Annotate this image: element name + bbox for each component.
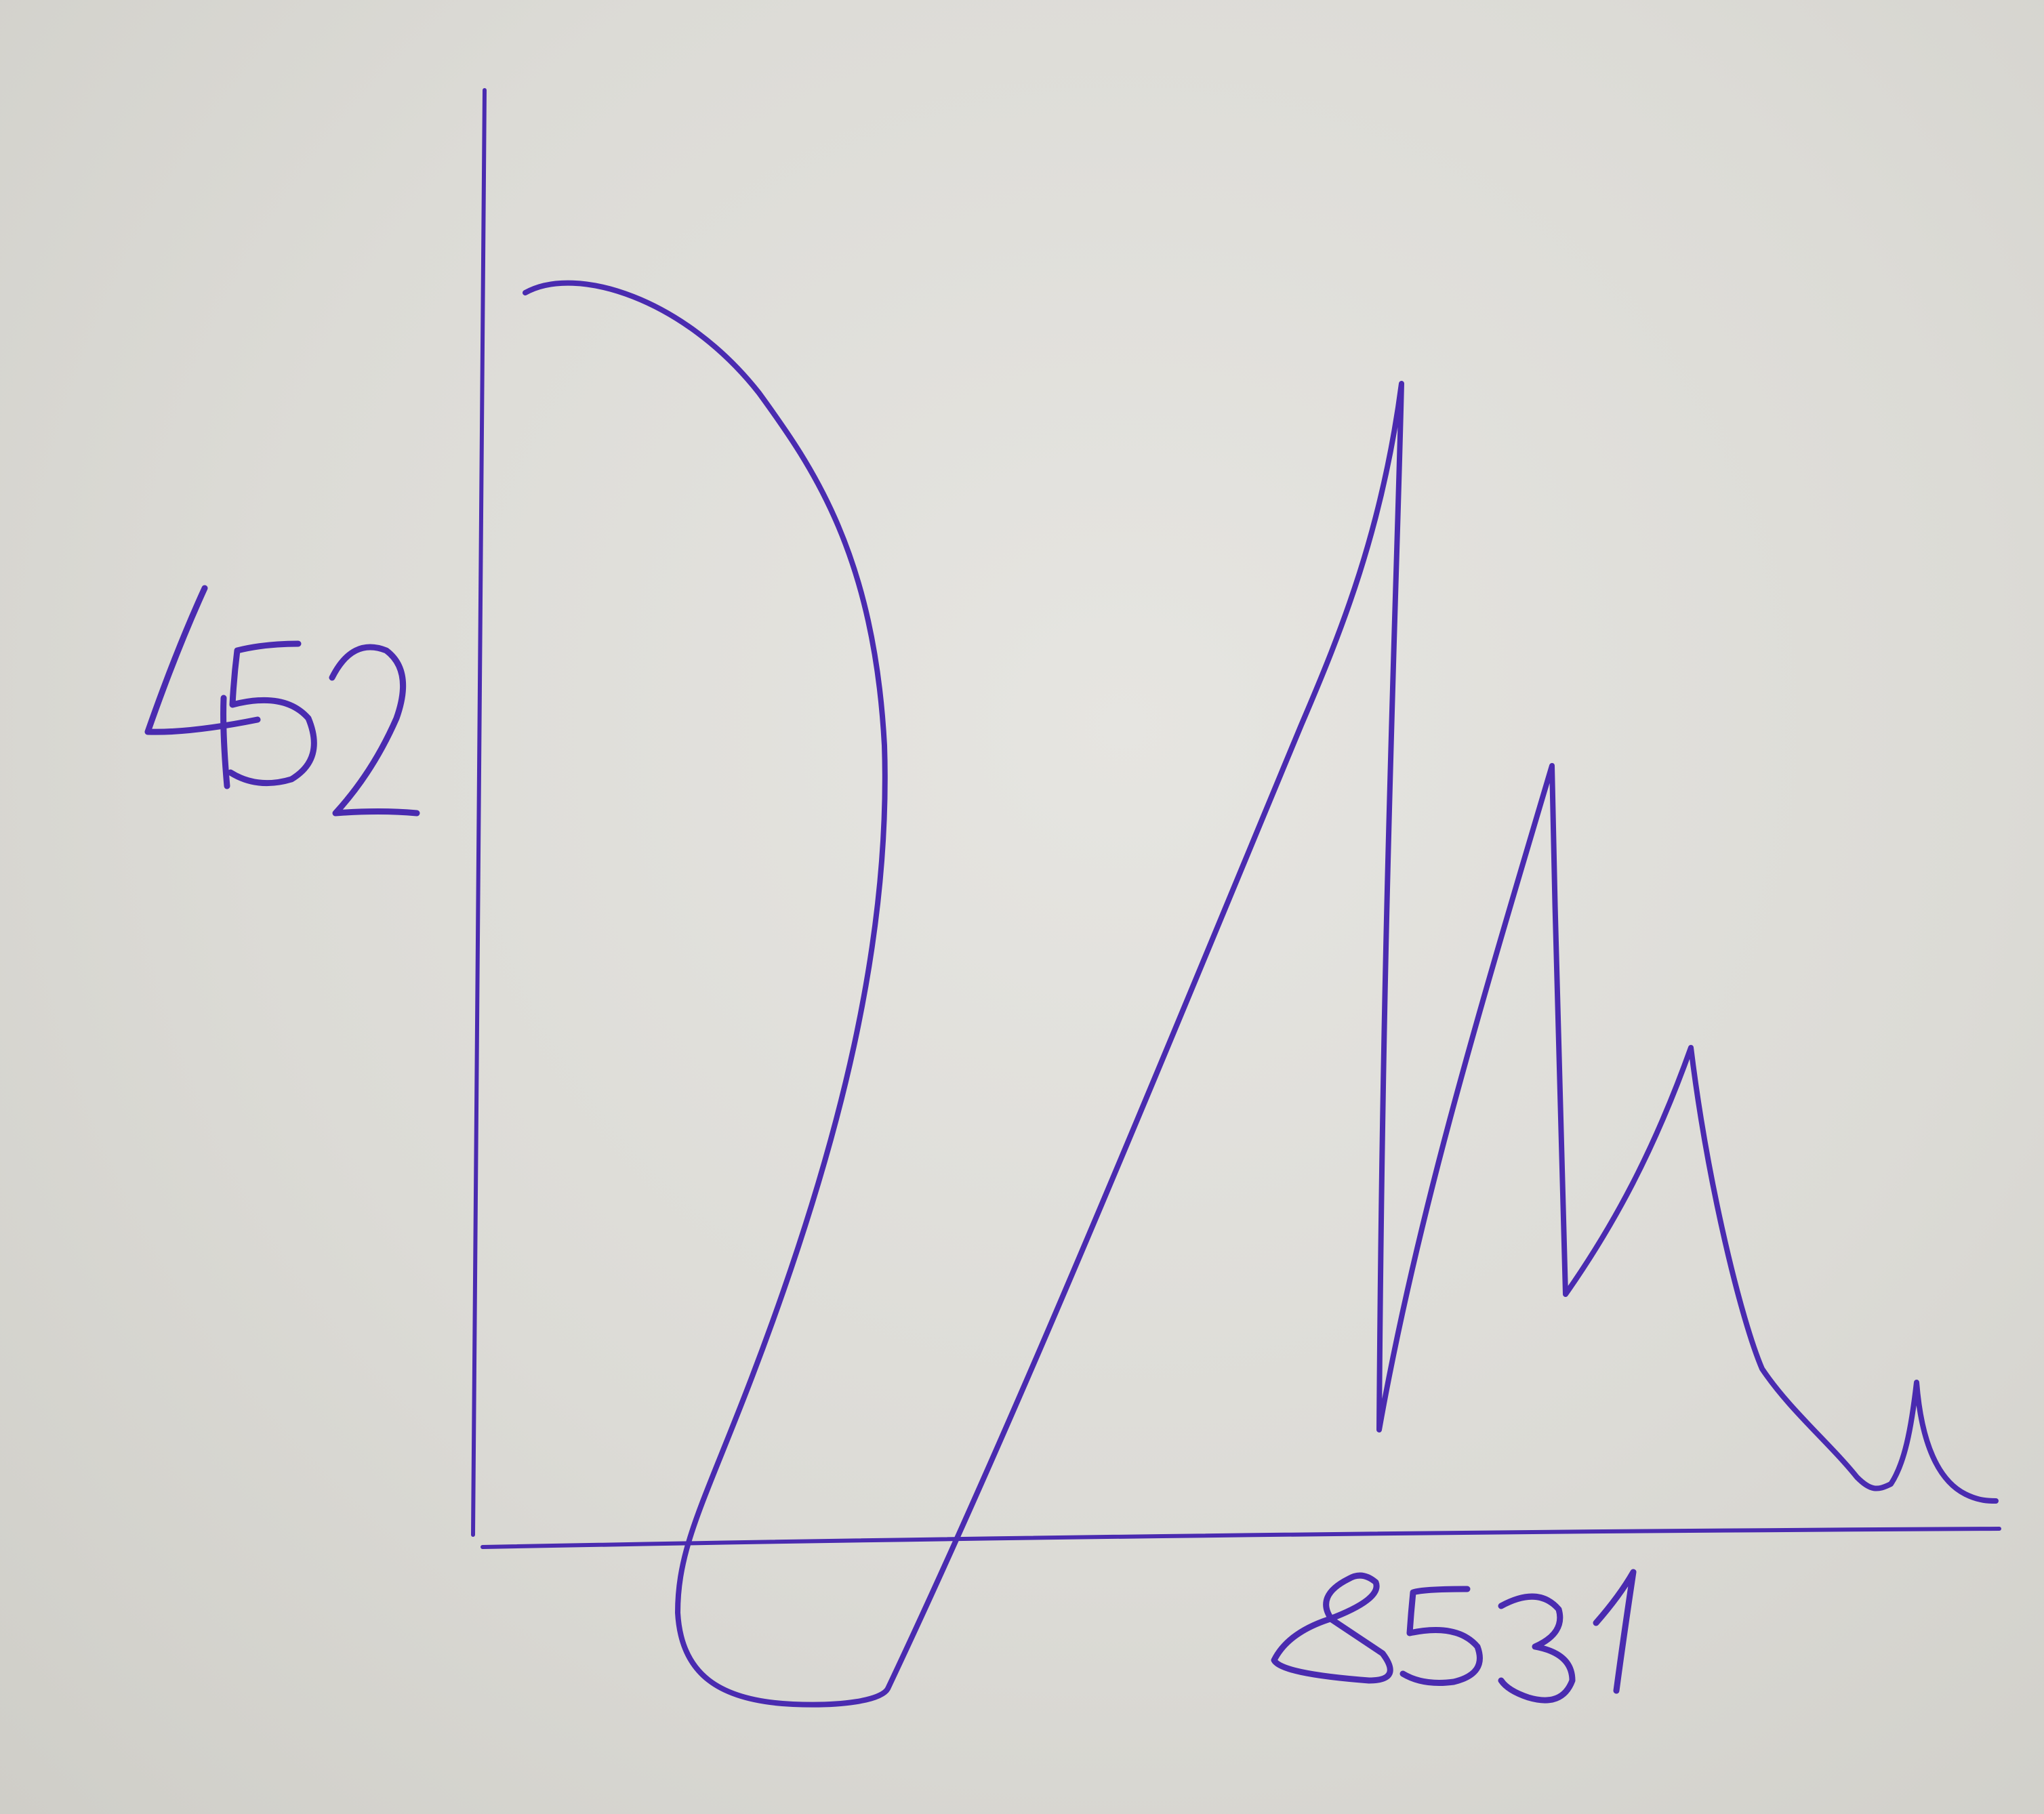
- x-label-glyph: [1498, 1593, 1576, 1704]
- x-label-glyph: [1399, 1586, 1483, 1686]
- x-axis-label: 8531: [1271, 1569, 1637, 1704]
- y-label-glyph: [144, 585, 261, 789]
- y-label-glyph: [227, 640, 317, 787]
- x-axis-line: [481, 1527, 2001, 1549]
- x-label-glyph: [1593, 1569, 1637, 1694]
- x-axis-label-text: 8531: [1274, 1680, 1276, 1681]
- x-label-glyph: [1271, 1572, 1393, 1684]
- y-label-glyph: [329, 644, 420, 817]
- y-axis-line: [471, 88, 487, 1537]
- series-line: [523, 280, 1999, 1708]
- y-axis-label-text: 452: [142, 779, 144, 780]
- y-axis-label: 452: [142, 585, 420, 817]
